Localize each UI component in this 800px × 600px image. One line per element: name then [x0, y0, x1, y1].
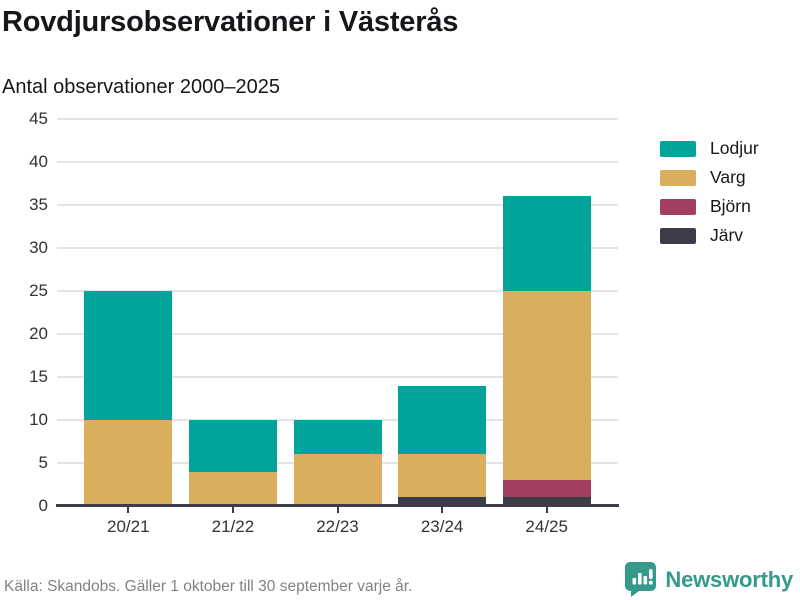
- legend-swatch: [660, 198, 696, 215]
- bar-segment-lodjur: [188, 420, 277, 472]
- bar-segment-järv: [502, 497, 591, 506]
- legend-label: Lodjur: [710, 138, 759, 158]
- y-axis-label: 20: [29, 324, 48, 343]
- y-axis-label: 15: [29, 367, 48, 386]
- x-axis-label: 21/22: [211, 517, 255, 536]
- legend-label: Björn: [710, 196, 751, 216]
- y-axis-label: 35: [29, 195, 48, 214]
- chart-title: Rovdjursobservationer i Västerås: [2, 6, 459, 38]
- legend-item-lodjur: Lodjur: [660, 138, 759, 158]
- legend-label: Varg: [710, 167, 746, 187]
- gridline: [57, 204, 618, 206]
- y-axis-label: 5: [38, 453, 48, 472]
- y-axis-label: 30: [29, 238, 48, 257]
- source-note: Källa: Skandobs. Gäller 1 oktober till 3…: [4, 578, 413, 595]
- x-axis-label: 24/25: [525, 517, 568, 536]
- brand-logo: Newsworthy: [625, 561, 793, 598]
- chart-subtitle: Antal observationer 2000–2025: [2, 76, 280, 98]
- bar-segment-björn: [502, 480, 591, 498]
- brand-name: Newsworthy: [665, 566, 793, 592]
- legend-swatch: [660, 140, 696, 157]
- x-axis-label: 22/23: [316, 517, 359, 536]
- legend-item-järv: Järv: [660, 225, 759, 245]
- bar-segment-lodjur: [502, 196, 591, 291]
- tick-mark: [441, 506, 444, 513]
- y-axis-label: 40: [29, 152, 48, 171]
- y-axis-label: 0: [38, 496, 48, 515]
- gridline: [57, 161, 618, 163]
- bar-segment-lodjur: [398, 385, 487, 455]
- bar-segment-varg: [188, 471, 277, 506]
- bar-segment-varg: [398, 454, 487, 498]
- legend: Lodjur Varg Björn Järv: [660, 138, 759, 245]
- newsworthy-icon: [625, 561, 657, 598]
- gridline: [57, 333, 618, 335]
- legend-item-björn: Björn: [660, 196, 759, 216]
- y-axis-label: 25: [29, 281, 48, 300]
- y-axis-label: 10: [29, 410, 48, 429]
- gridline: [57, 247, 618, 249]
- gridline: [57, 118, 618, 120]
- legend-label: Järv: [710, 225, 744, 245]
- x-axis-line: [56, 503, 619, 507]
- x-axis-label: 20/21: [107, 517, 150, 536]
- tick-mark: [231, 506, 234, 513]
- y-axis-label: 45: [29, 109, 48, 128]
- bar-segment-järv: [398, 497, 487, 506]
- tick-mark: [545, 506, 548, 513]
- bar-segment-varg: [502, 291, 591, 481]
- legend-swatch: [660, 169, 696, 186]
- bar-segment-lodjur: [293, 420, 382, 455]
- legend-item-varg: Varg: [660, 167, 759, 187]
- tick-mark: [127, 506, 130, 513]
- tick-mark: [336, 506, 339, 513]
- bar-segment-varg: [293, 454, 382, 506]
- legend-swatch: [660, 227, 696, 244]
- bar-segment-varg: [84, 420, 173, 506]
- gridline: [57, 376, 618, 378]
- x-axis-label: 23/24: [420, 517, 464, 536]
- gridline: [57, 290, 618, 292]
- bar-segment-lodjur: [84, 291, 173, 420]
